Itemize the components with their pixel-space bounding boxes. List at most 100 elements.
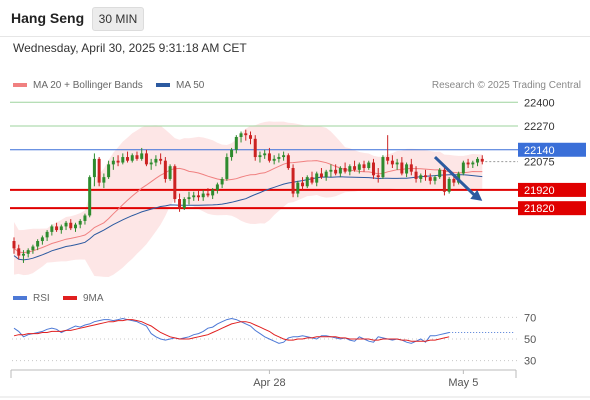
- legend-ma9: 9MA: [63, 293, 104, 304]
- candle-body: [21, 253, 25, 256]
- legend-ma50-swatch: [156, 83, 170, 88]
- level-label-22400: 22400: [524, 97, 555, 109]
- rsi-series-rsi: [13, 317, 450, 344]
- legend-ma50-label: MA 50: [176, 80, 205, 91]
- legend-rsi-swatch: [13, 296, 27, 301]
- candle-body: [263, 153, 267, 156]
- candle-body: [126, 157, 130, 161]
- x-tick-label: Apr 28: [253, 377, 285, 389]
- candle-body: [215, 184, 219, 190]
- candle-body: [386, 157, 390, 161]
- level-label-21920: 21920: [524, 185, 555, 197]
- candle-body: [324, 171, 328, 178]
- candle-body: [452, 178, 456, 183]
- forecast-arrow-head: [470, 189, 483, 201]
- level-label-22075: 22075: [524, 157, 555, 169]
- candle-body: [480, 158, 484, 162]
- candle-body: [97, 158, 101, 183]
- candle-body: [173, 166, 177, 200]
- candle-body: [433, 177, 437, 181]
- ma20-line: [13, 160, 483, 254]
- candle-body: [102, 177, 106, 183]
- candle-body: [244, 133, 248, 136]
- rsi-series-ma9: [13, 319, 450, 342]
- candle-body: [291, 168, 295, 194]
- candle-body: [376, 175, 380, 178]
- candle-body: [249, 135, 252, 139]
- candle-body: [424, 175, 428, 178]
- candle-body: [107, 164, 111, 178]
- candle-body: [362, 164, 366, 169]
- candle-body: [357, 164, 361, 170]
- legend-ma9-swatch: [63, 296, 77, 301]
- candle-body: [343, 168, 347, 172]
- candle-body: [253, 138, 257, 158]
- candle-body: [234, 136, 238, 150]
- level-label-22140: 22140: [524, 145, 555, 157]
- candle-body: [149, 162, 153, 165]
- candle-body: [310, 177, 314, 183]
- rsi-tick-70: 70: [524, 312, 536, 324]
- level-label-bg-22140: [518, 142, 586, 157]
- candle-body: [45, 231, 49, 238]
- candle-body: [154, 158, 158, 163]
- candle-body: [201, 193, 205, 198]
- candle-body: [206, 193, 210, 196]
- candle-body: [78, 220, 82, 225]
- candle-body: [447, 178, 451, 192]
- candle-body: [135, 155, 139, 159]
- candle-body: [50, 226, 54, 232]
- candle-body: [36, 241, 40, 247]
- candle-body: [159, 158, 163, 161]
- candle-body: [111, 160, 115, 165]
- candle-body: [353, 166, 357, 170]
- candle-body: [286, 155, 290, 169]
- legend-ma20-label: MA 20 + Bollinger Bands: [33, 80, 143, 91]
- candle-body: [163, 160, 167, 179]
- datetime-label: Wednesday, April 30, 2025 9:31:18 AM CET: [13, 41, 247, 55]
- candle-body: [348, 166, 352, 172]
- candle-body: [140, 153, 144, 159]
- candle-body: [405, 164, 409, 174]
- candle-body: [64, 222, 68, 227]
- candle-body: [277, 157, 281, 159]
- candle-body: [40, 237, 44, 242]
- candle-body: [319, 173, 323, 178]
- candle-body: [282, 155, 286, 158]
- forecast-arrow-shaft: [433, 155, 478, 198]
- candle-body: [192, 195, 196, 198]
- candle-body: [59, 226, 63, 231]
- instrument-title: Hang Seng: [11, 10, 85, 26]
- candle-body: [230, 149, 234, 158]
- credit-text: Research © 2025 Trading Central: [431, 80, 581, 91]
- candle-body: [442, 169, 446, 192]
- ma50-line: [13, 174, 483, 261]
- candle-body: [381, 157, 385, 178]
- rsi-tick-30: 30: [524, 356, 536, 368]
- candle-body: [334, 169, 338, 174]
- legend-ma9-label: 9MA: [83, 293, 104, 304]
- candle-body: [83, 215, 87, 221]
- candle-body: [471, 162, 475, 165]
- candle-body: [419, 175, 423, 179]
- candle-body: [69, 222, 73, 229]
- legend-ma50: MA 50: [156, 80, 204, 91]
- candle-body: [88, 177, 92, 216]
- candle-body: [178, 199, 182, 209]
- candle-body: [187, 197, 191, 200]
- level-label-22270: 22270: [524, 121, 555, 133]
- candle-body: [211, 189, 215, 196]
- candle-body: [400, 162, 404, 174]
- candle-body: [130, 155, 134, 161]
- candle-body: [31, 246, 35, 251]
- timeframe-button[interactable]: 30 MIN: [92, 7, 144, 31]
- candle-body: [220, 178, 224, 185]
- candle-body: [409, 164, 413, 172]
- candle-body: [55, 226, 59, 231]
- candle-body: [272, 158, 276, 161]
- candle-body: [168, 166, 172, 179]
- candle-body: [239, 133, 243, 137]
- candle-body: [371, 162, 375, 176]
